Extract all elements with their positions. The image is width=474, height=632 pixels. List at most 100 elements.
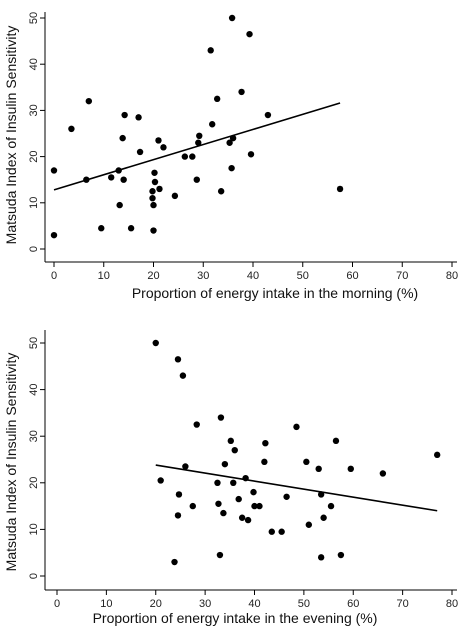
data-point (231, 446, 238, 454)
data-point (238, 88, 245, 96)
y-tick-label: 40 (28, 383, 40, 395)
x-tick-label: 80 (446, 598, 458, 610)
y-tick-label: 50 (28, 12, 40, 24)
data-point (221, 460, 229, 468)
data-point (155, 137, 162, 144)
y-tick-label: 10 (28, 523, 40, 535)
x-tick-label: 20 (150, 598, 162, 610)
x-tick-label: 30 (197, 270, 209, 282)
y-tick-label: 0 (28, 246, 40, 252)
x-tick-label: 0 (51, 270, 57, 282)
data-point (327, 502, 335, 510)
data-point (317, 554, 325, 561)
data-point (264, 111, 272, 119)
data-point (336, 185, 344, 193)
data-points (152, 339, 441, 566)
data-point (150, 201, 157, 209)
data-point (152, 339, 159, 347)
data-point (85, 97, 93, 105)
data-point (181, 153, 189, 160)
y-tick-label: 20 (28, 477, 40, 489)
x-tick-label: 60 (347, 598, 359, 610)
data-point (182, 463, 189, 470)
data-point (226, 139, 233, 146)
x-tick-label: 40 (248, 598, 260, 610)
data-point (151, 169, 158, 176)
data-point (179, 372, 187, 379)
data-point (151, 178, 159, 186)
y-axis-label: Matsuda Index of Insulin Sensitivity (3, 353, 19, 572)
data-point (244, 516, 252, 524)
data-point (220, 509, 227, 517)
data-point (261, 458, 268, 466)
data-point (332, 437, 340, 445)
data-point (174, 512, 182, 519)
x-tick-label: 10 (98, 270, 110, 282)
fit-line (155, 464, 438, 512)
data-point (207, 47, 214, 54)
y-tick-label: 50 (28, 337, 40, 349)
data-point (235, 495, 242, 503)
data-point (217, 188, 225, 195)
data-point (189, 153, 196, 160)
data-point (293, 423, 300, 431)
x-tick-label: 60 (346, 270, 358, 282)
data-point (68, 125, 75, 133)
data-point (189, 502, 196, 510)
data-point (108, 174, 115, 181)
data-point (50, 231, 58, 239)
data-point (227, 437, 234, 445)
axis-ticks: 0 10 20 30 40 50 60 70 80 0 10 20 30 40 50 (28, 12, 458, 282)
data-point (127, 225, 135, 232)
fit-line (53, 102, 341, 191)
data-point (251, 502, 258, 510)
data-point (347, 465, 354, 473)
data-point (228, 164, 235, 172)
x-axis-label: Proportion of energy intake in the morni… (132, 285, 418, 301)
data-point (119, 134, 126, 142)
data-point (217, 414, 225, 421)
data-point (175, 491, 183, 498)
data-point (256, 502, 263, 510)
data-point (238, 514, 246, 521)
data-point (214, 479, 221, 486)
x-tick-label: 20 (147, 270, 159, 282)
data-point (268, 528, 275, 535)
y-tick-label: 40 (28, 58, 40, 70)
data-point (196, 132, 203, 140)
data-point (193, 421, 200, 428)
data-point (230, 479, 237, 486)
data-point (120, 176, 127, 183)
data-point (116, 201, 123, 209)
x-tick-label: 80 (446, 270, 458, 282)
y-tick-label: 30 (28, 430, 40, 442)
data-point (157, 477, 164, 484)
data-point (247, 151, 255, 158)
data-point (160, 144, 167, 151)
x-tick-label: 40 (247, 270, 259, 282)
x-tick-label: 70 (397, 598, 409, 610)
morning-scatter-chart: 0 10 20 30 40 50 60 70 80 0 10 20 30 40 50 Proportion … (3, 12, 458, 301)
data-point (174, 356, 182, 363)
data-point (149, 188, 156, 195)
data-point (149, 194, 156, 202)
data-point (136, 148, 144, 156)
data-point (171, 558, 178, 566)
data-point (228, 14, 236, 22)
x-tick-label: 70 (396, 270, 408, 282)
data-point (98, 225, 105, 232)
x-tick-label: 50 (298, 598, 310, 610)
data-point (262, 439, 269, 447)
y-tick-label: 30 (28, 104, 40, 116)
x-tick-label: 0 (54, 598, 60, 610)
x-tick-label: 30 (199, 598, 211, 610)
data-point (246, 30, 253, 38)
x-tick-label: 10 (100, 598, 112, 610)
data-point (278, 528, 285, 535)
data-point (216, 551, 224, 559)
data-point (305, 521, 313, 528)
data-point (337, 551, 345, 559)
y-tick-label: 10 (28, 197, 40, 209)
data-point (156, 185, 163, 193)
